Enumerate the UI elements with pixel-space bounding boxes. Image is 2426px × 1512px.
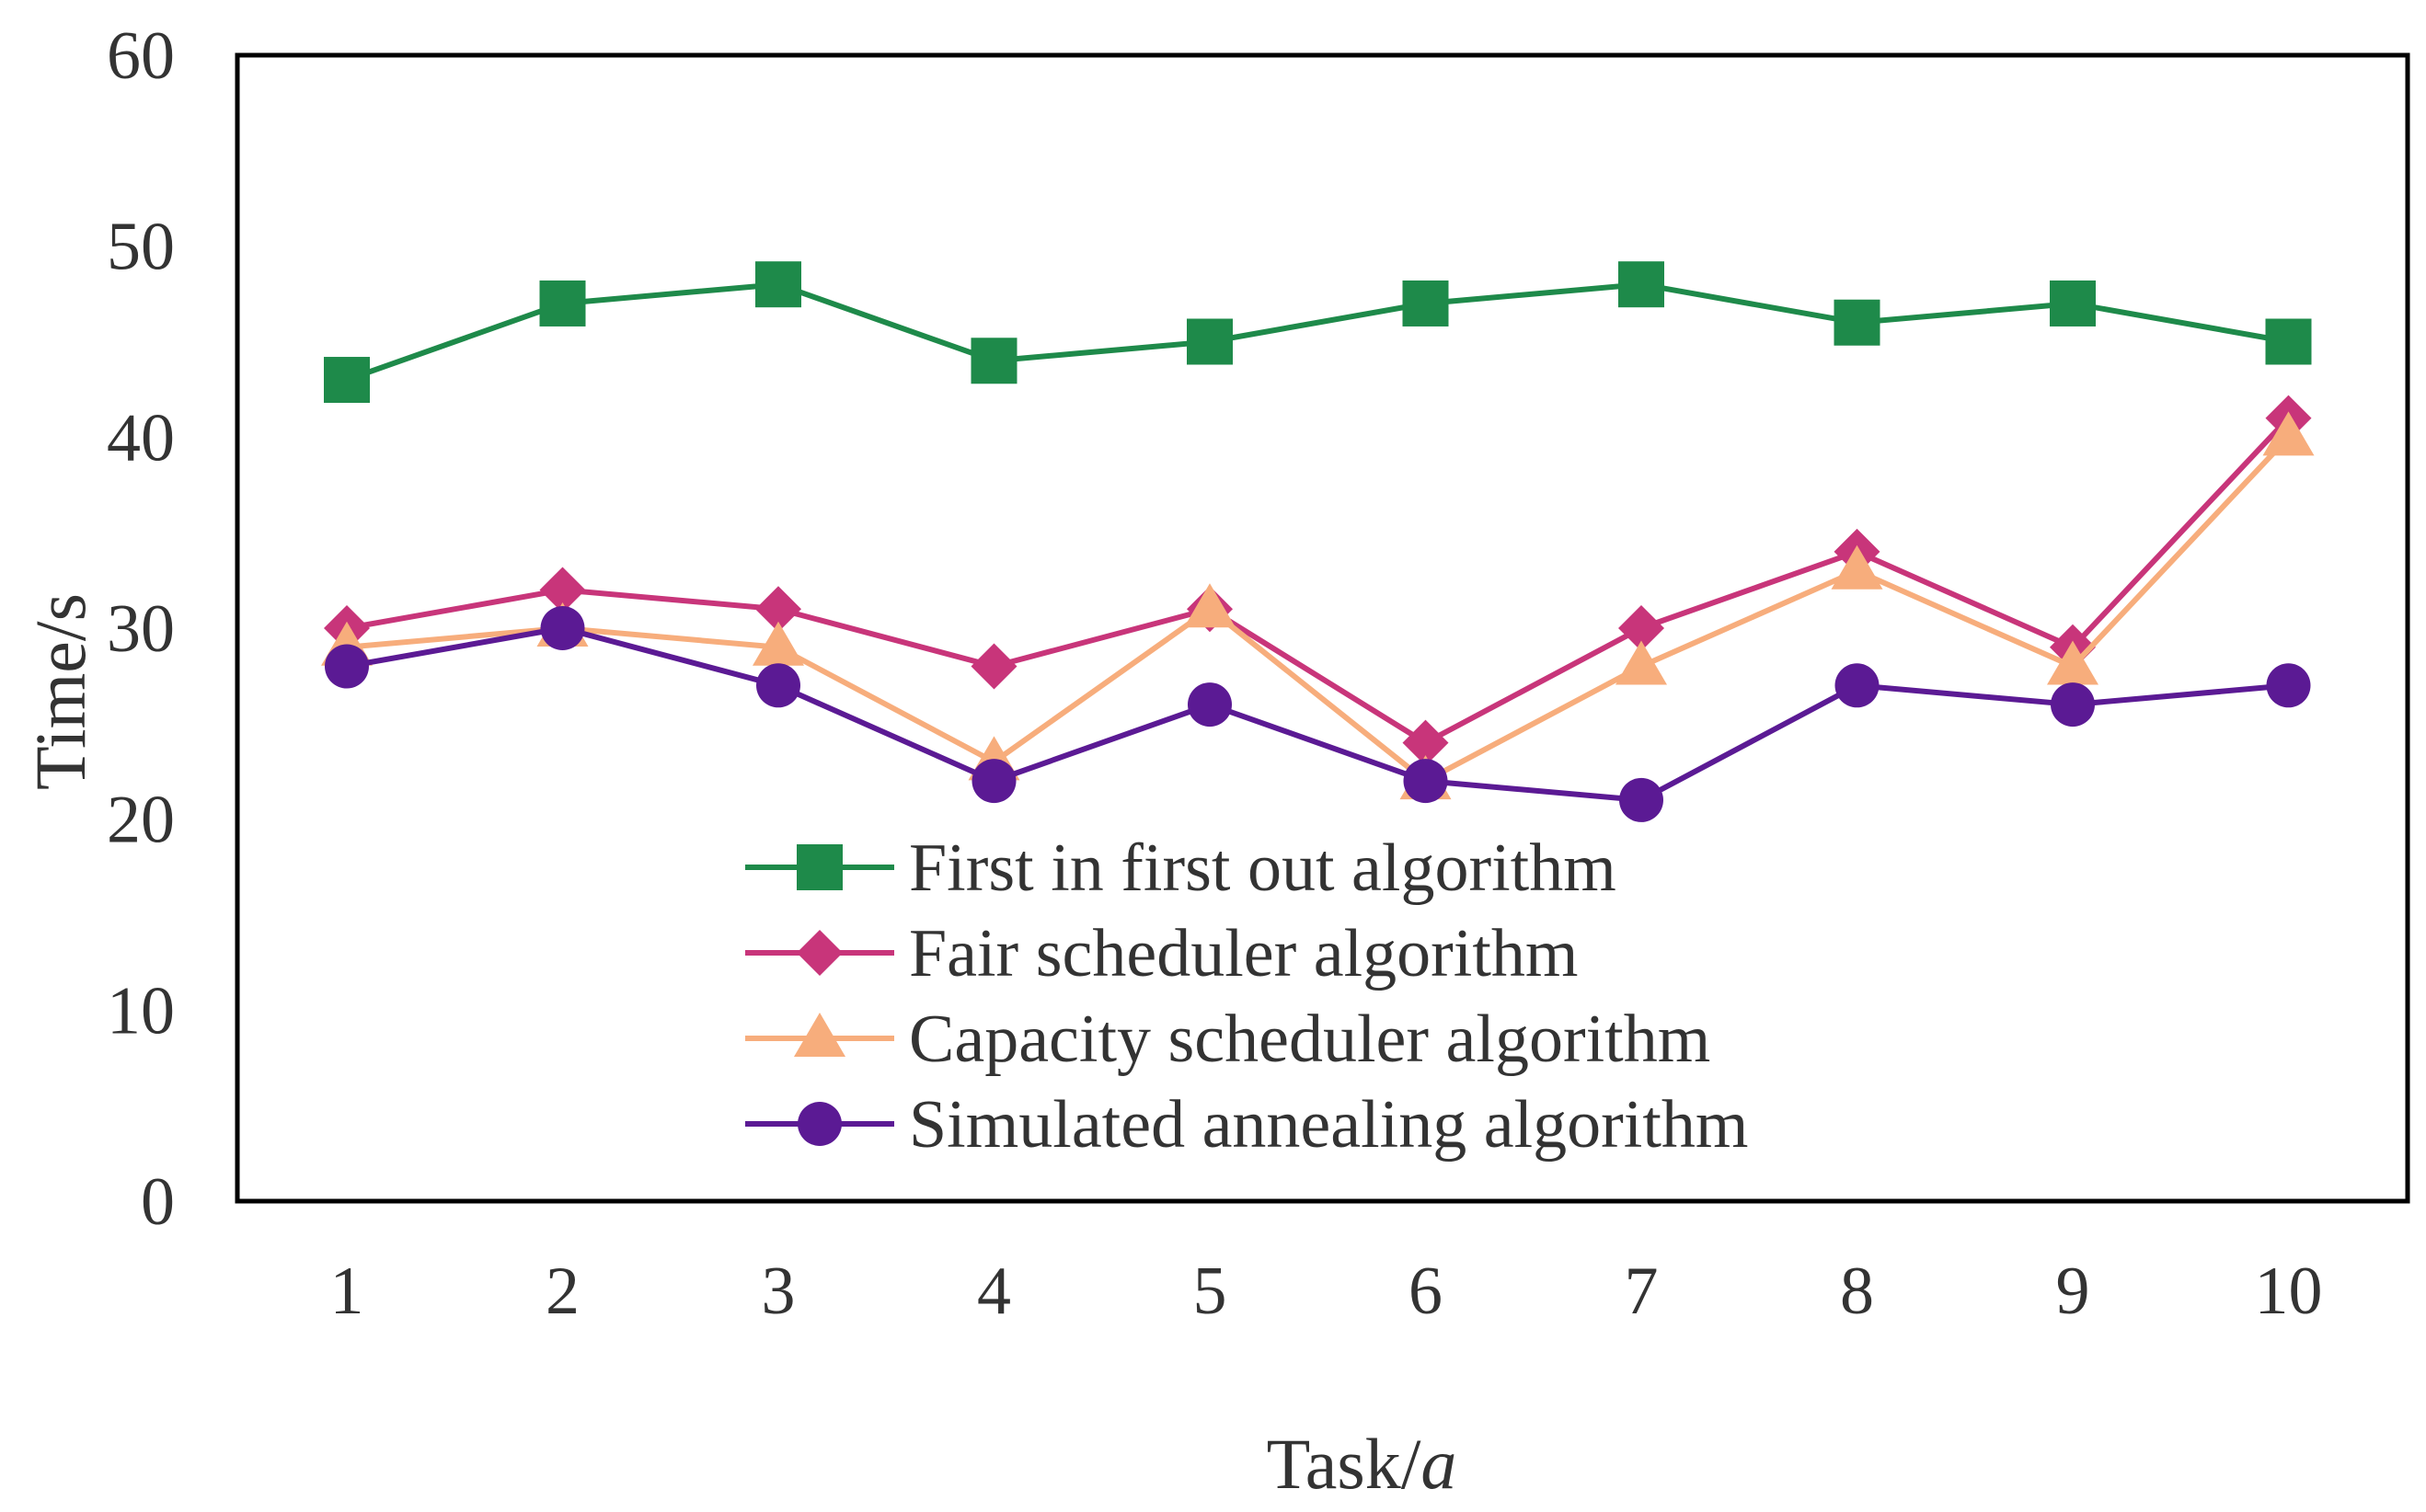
- legend-marker-diamond: [797, 930, 843, 976]
- data-point-circle: [540, 606, 585, 650]
- data-point-square: [539, 280, 586, 326]
- x-tick-label: 9: [2056, 1254, 2090, 1329]
- data-point-diamond: [1618, 605, 1664, 651]
- x-tick-label: 3: [762, 1254, 796, 1329]
- series-group: [321, 261, 2315, 822]
- x-tick-label: 8: [1840, 1254, 1874, 1329]
- x-tick-labels: 1 2 3 4 5 6 7 8 9 10: [330, 1254, 2323, 1329]
- legend-label: Capacity scheduler algorithm: [909, 1002, 1710, 1077]
- x-tick-label: 5: [1193, 1254, 1227, 1329]
- legend: First in first out algorithm Fair schedul…: [745, 830, 1748, 1163]
- series-line: [346, 416, 2291, 746]
- x-tick-label: 7: [1625, 1254, 1659, 1329]
- series-square: [324, 261, 2312, 404]
- x-axis-title-text: Task/: [1267, 1424, 1421, 1504]
- data-point-circle: [1619, 777, 1663, 822]
- plot-frame: [235, 52, 2410, 1204]
- series-line: [345, 281, 2290, 383]
- data-point-diamond: [971, 643, 1018, 690]
- x-tick-label: 4: [977, 1254, 1011, 1329]
- data-point-circle: [1834, 663, 1880, 708]
- data-point-circle: [2266, 663, 2311, 708]
- legend-marker-circle: [798, 1102, 842, 1146]
- y-tick-label: 30: [107, 591, 175, 667]
- series-circle: [325, 606, 2311, 822]
- y-tick-label: 10: [107, 973, 175, 1048]
- y-tick-label: 60: [107, 18, 175, 94]
- data-point-diamond: [755, 586, 801, 633]
- data-point-square: [324, 357, 370, 404]
- y-tick-label: 20: [107, 783, 175, 858]
- data-point-circle: [756, 663, 800, 708]
- legend-marker-triangle: [794, 1013, 845, 1057]
- data-point-circle: [325, 644, 369, 689]
- y-tick-label: 40: [107, 400, 175, 475]
- x-tick-label: 1: [330, 1254, 364, 1329]
- data-point-circle: [2051, 682, 2095, 727]
- data-point-triangle: [1615, 640, 1667, 685]
- data-point-triangle: [2262, 411, 2315, 456]
- legend-item: Simulated annealing algorithm: [745, 1087, 1748, 1163]
- data-point-triangle: [1184, 583, 1236, 628]
- legend-label: First in first out algorithm: [909, 830, 1616, 906]
- series-line: [346, 435, 2291, 785]
- legend-item: Fair scheduler algorithm: [745, 916, 1578, 991]
- y-tick-labels: 0 10 20 30 40 50 60: [107, 18, 175, 1240]
- data-point-square: [2050, 280, 2096, 326]
- data-point-triangle: [2047, 640, 2098, 685]
- y-axis-title: Time/s: [20, 593, 100, 790]
- legend-item: First in first out algorithm: [745, 830, 1616, 906]
- legend-label: Fair scheduler algorithm: [909, 916, 1578, 991]
- data-point-square: [1402, 280, 1449, 326]
- data-point-square: [1187, 318, 1233, 365]
- data-point-triangle: [1831, 544, 1883, 590]
- series-diamond: [324, 395, 2312, 766]
- legend-marker-square: [797, 844, 843, 890]
- data-point-square: [1618, 261, 1664, 308]
- data-point-square: [755, 261, 801, 308]
- data-point-square: [2265, 318, 2312, 365]
- data-point-diamond: [1402, 719, 1449, 766]
- data-point-triangle: [753, 621, 804, 666]
- x-tick-label: 2: [546, 1254, 580, 1329]
- series-line: [346, 625, 2289, 803]
- x-tick-label: 10: [2255, 1254, 2323, 1329]
- data-point-square: [1834, 299, 1880, 346]
- x-axis-title-italic: a: [1420, 1424, 1456, 1504]
- data-point-diamond: [539, 567, 586, 613]
- data-point-circle: [1403, 759, 1448, 804]
- legend-item: Capacity scheduler algorithm: [745, 1002, 1710, 1077]
- x-axis-title: Task/a: [1267, 1424, 1457, 1504]
- data-point-circle: [1188, 682, 1232, 727]
- data-point-square: [971, 338, 1018, 384]
- data-point-circle: [972, 759, 1017, 804]
- legend-label: Simulated annealing algorithm: [909, 1087, 1748, 1163]
- y-tick-label: 50: [107, 210, 175, 285]
- x-tick-label: 6: [1408, 1254, 1443, 1329]
- y-tick-label: 0: [141, 1164, 175, 1240]
